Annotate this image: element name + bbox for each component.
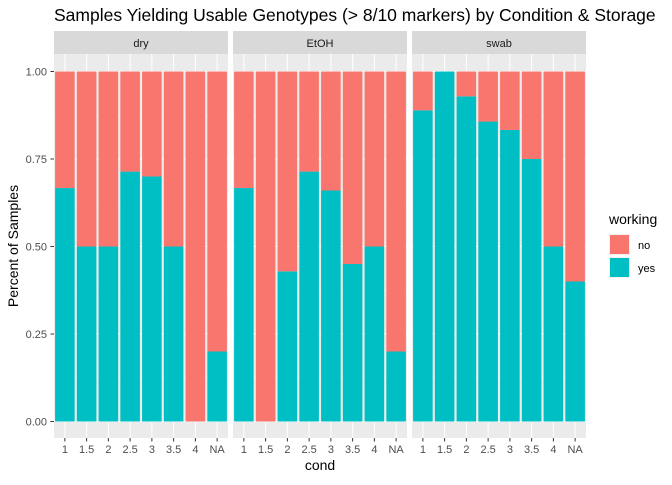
bar-swab-no-4 xyxy=(543,71,564,247)
bar-dry-no-3.5 xyxy=(163,71,184,247)
bar-etoh-yes-2.5 xyxy=(299,171,319,422)
x-tick-label: 1.5 xyxy=(258,444,273,456)
x-tick-label: 2 xyxy=(463,444,469,456)
x-tick-label: 2.5 xyxy=(122,444,137,456)
x-tick-label: 3 xyxy=(149,444,155,456)
bar-swab-yes-2.5 xyxy=(478,121,498,422)
bar-dry-yes-1 xyxy=(55,188,75,422)
x-tick-label: 1.5 xyxy=(79,444,94,456)
bar-dry-yes-3.5 xyxy=(163,246,184,422)
x-tick-label: NA xyxy=(209,444,225,456)
x-tick-label: 3.5 xyxy=(524,444,539,456)
legend-label-no: no xyxy=(638,240,650,252)
x-tick-label: 2 xyxy=(284,444,290,456)
bar-swab-yes-NA xyxy=(565,281,585,422)
bar-swab-no-2 xyxy=(456,71,477,97)
facet-panel-dry: dry 1 1.5 2 2.5 3 3.5 4 NA xyxy=(54,31,228,456)
x-axis-title: cond xyxy=(305,457,335,473)
facet-strip xyxy=(54,31,228,54)
x-tick-label: 4 xyxy=(371,444,377,456)
x-tick-label: NA xyxy=(388,444,404,456)
bar-dry-no-1 xyxy=(55,71,75,189)
y-axis-title: Percent of Samples xyxy=(5,185,21,307)
bar-dry-yes-2 xyxy=(98,246,119,422)
bar-etoh-no-2 xyxy=(277,71,298,272)
facet-panel-etoh: EtOH 1 1.5 2 2.5 3 3.5 4 NA xyxy=(233,31,407,456)
x-tick-label: 4 xyxy=(192,444,198,456)
bar-dry-no-1.5 xyxy=(76,71,97,247)
bar-etoh-yes-3.5 xyxy=(342,264,363,422)
bar-swab-yes-4 xyxy=(543,246,564,422)
bar-etoh-no-NA xyxy=(386,71,406,352)
bar-swab-no-3 xyxy=(500,71,520,130)
facet-strip-label: swab xyxy=(486,38,512,50)
bar-swab-yes-3 xyxy=(500,129,520,422)
x-tick-label: 2.5 xyxy=(301,444,316,456)
x-tick-label: 2 xyxy=(105,444,111,456)
y-tick-label: 1.00 xyxy=(26,67,47,79)
legend-swatch-yes xyxy=(610,258,629,277)
x-tick-label: 1 xyxy=(241,444,247,456)
bar-etoh-no-2.5 xyxy=(299,71,319,172)
y-tick-label: 0.75 xyxy=(26,154,47,166)
bar-swab-no-3.5 xyxy=(521,71,542,159)
x-tick-label: 3.5 xyxy=(166,444,181,456)
x-tick-label: 1 xyxy=(62,444,68,456)
bar-dry-yes-NA xyxy=(207,351,227,422)
legend-title: working xyxy=(608,211,657,227)
facet-panel-swab: swab 1 1.5 2 2.5 3 3.5 4 NA xyxy=(412,31,586,456)
bar-etoh-yes-NA xyxy=(386,351,406,422)
bar-dry-no-2 xyxy=(98,71,119,247)
bar-dry-no-NA xyxy=(207,71,227,352)
legend-label-yes: yes xyxy=(638,263,656,275)
bar-etoh-no-1 xyxy=(234,71,254,189)
x-tick-label: 3.5 xyxy=(345,444,360,456)
bar-dry-no-3 xyxy=(142,71,162,177)
bar-dry-yes-2.5 xyxy=(120,171,140,422)
x-tick-label: 3 xyxy=(507,444,513,456)
bar-etoh-yes-1 xyxy=(234,188,254,422)
y-tick-label: 0.50 xyxy=(26,242,47,254)
y-tick-label: 0.25 xyxy=(26,329,47,341)
bar-etoh-yes-4 xyxy=(364,246,385,422)
x-tick-label: NA xyxy=(567,444,583,456)
bar-etoh-yes-2 xyxy=(277,271,298,422)
bar-swab-no-NA xyxy=(565,71,585,282)
y-tick-label: 0.00 xyxy=(26,417,47,429)
x-tick-label: 3 xyxy=(328,444,334,456)
bar-swab-yes-1.5 xyxy=(434,71,455,422)
x-tick-label: 1 xyxy=(420,444,426,456)
facet-strip xyxy=(412,31,586,54)
bar-swab-yes-3.5 xyxy=(521,159,542,422)
bar-swab-yes-1 xyxy=(413,110,433,422)
legend: working no yes xyxy=(608,211,657,278)
bar-dry-yes-3 xyxy=(142,176,162,422)
bar-etoh-no-4 xyxy=(364,71,385,247)
bar-swab-no-2.5 xyxy=(478,71,498,122)
facet-strip xyxy=(233,31,407,54)
bar-etoh-no-1.5 xyxy=(255,71,276,422)
bar-swab-no-1 xyxy=(413,71,433,111)
bar-dry-no-2.5 xyxy=(120,71,140,172)
chart-title: Samples Yielding Usable Genotypes (> 8/1… xyxy=(54,5,656,25)
bar-etoh-no-3.5 xyxy=(342,71,363,264)
x-tick-label: 1.5 xyxy=(437,444,452,456)
facet-strip-label: EtOH xyxy=(307,38,334,50)
x-tick-label: 4 xyxy=(550,444,556,456)
bar-dry-yes-1.5 xyxy=(76,246,97,422)
bar-swab-yes-2 xyxy=(456,96,477,422)
facet-strip-label: dry xyxy=(133,38,149,50)
legend-swatch-no xyxy=(610,235,629,254)
bar-etoh-yes-3 xyxy=(321,190,341,422)
bar-etoh-no-3 xyxy=(321,71,341,191)
x-tick-label: 2.5 xyxy=(480,444,495,456)
bar-dry-no-4 xyxy=(185,71,206,422)
